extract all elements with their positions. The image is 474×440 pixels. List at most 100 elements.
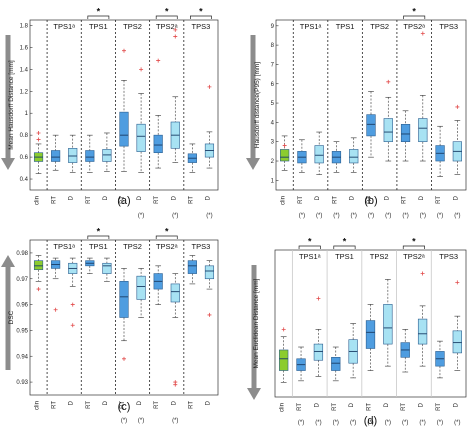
significance-star: * [199,7,203,17]
box-d [452,280,462,371]
significance-bracket [298,245,321,249]
group-label: TPS3 [192,242,211,251]
y-tick-label: 6 [271,82,275,88]
significance-bracket [333,245,356,249]
x-tick-label: RT [402,196,408,204]
y-axis-label: DSC [8,310,15,324]
group-label: TPS1ᵃ [300,22,322,31]
box-iqr [136,123,146,152]
significance-mark: (*) [402,213,408,219]
group-label: TPS2 [370,252,389,261]
box-clin [279,327,289,383]
box-clin [280,135,290,171]
significance-mark: (*) [138,213,144,219]
group-label: TPS2 [123,242,142,251]
box-iqr [452,330,462,354]
panel-a: Mean Hausdorff Distance [mm] 0.4 0.6 0.8 1 1.… [1,7,219,219]
outlier-point [455,280,460,285]
group-label: TPS2ᵃ [156,22,178,31]
significance-mark: (*) [333,420,339,426]
outlier-point [70,323,75,328]
box-iqr [102,149,112,162]
y-tick-label: 0.94 [16,354,28,360]
box-rt [435,125,445,177]
group-label: TPS1 [336,22,355,31]
significance-mark: (*) [315,420,321,426]
outlier-point [70,302,75,307]
x-tick-label: D [453,402,459,407]
significance-mark: (*) [368,213,374,219]
y-tick-label: 3 [271,140,275,146]
significance-mark: (*) [367,420,373,426]
box-iqr [400,124,411,143]
y-tick-label: 0.8 [20,133,29,139]
x-tick-label: D [205,195,211,200]
outlier-point [36,130,41,135]
x-tick-label: RT [188,196,194,204]
y-tick-label: 1.2 [20,89,29,95]
group-label: TPS2ᵃ [403,252,425,261]
x-tick-label: D [69,195,75,200]
box-iqr [102,262,112,274]
x-tick-label: clin [280,403,286,412]
box-rt [153,265,163,305]
x-tick-label: RT [120,196,126,204]
x-tick-label: RT [52,196,58,204]
significance-mark: (*) [138,418,144,424]
significance-mark: (*) [385,213,391,219]
arrow-down-icon [1,158,15,170]
panel-b: Hausdorff distance(P95) [mm] 1 2 3 4 5 6 7 8 9 TPS… [246,7,467,219]
outlier-point [455,104,460,109]
y-tick-label: 1 [25,111,29,117]
box-d [417,271,428,367]
group-label: TPS1 [89,22,108,31]
significance-mark: (*) [316,213,322,219]
significance-star: * [308,237,312,247]
x-tick-label: D [171,195,177,200]
x-tick-label: RT [401,403,407,411]
y-tick-label: 0.98 [16,251,28,257]
box-iqr [383,118,393,143]
significance-mark: (*) [419,420,425,426]
significance-mark: (*) [437,420,443,426]
group-label: TPS1ᵃ [299,252,321,261]
group-label: TPS2ᵃ [156,242,178,251]
significance-mark: (*) [402,420,408,426]
box-rt [331,346,341,382]
box-clin [33,130,44,174]
panel-label: (b) [364,195,377,207]
box-rt [296,346,306,382]
outlier-point [122,48,126,53]
x-tick-label: D [349,402,355,407]
box-iqr [279,349,289,371]
box-rt [400,329,410,373]
box-d [102,257,112,282]
y-axis-label: Mean Hausdorff Distance [mm] [8,60,15,150]
arrow-down-icon [246,158,260,170]
y-tick-label: 7 [271,62,275,68]
panel-label: (d) [364,415,377,427]
x-tick-label: D [137,195,143,200]
group-label: TPS3 [439,22,458,31]
box-iqr [314,145,324,164]
x-tick-label: D [350,195,356,200]
box-rt [51,257,61,312]
box-iqr [33,260,44,271]
significance-mark: (*) [299,213,305,219]
x-tick-label: D [314,402,320,407]
outlier-point [173,382,178,387]
significance-bracket [403,15,426,19]
y-tick-label: 8 [271,43,275,49]
box-rt [435,340,445,379]
box-d [452,104,462,175]
box-iqr [85,150,95,162]
box-rt [51,134,61,171]
box-d [314,131,324,175]
box-d [383,279,393,367]
significance-star: * [412,7,416,17]
box-iqr [365,320,376,349]
significance-star: * [165,227,169,237]
outlier-point [386,79,391,84]
y-tick-label: 0.95 [16,328,28,334]
